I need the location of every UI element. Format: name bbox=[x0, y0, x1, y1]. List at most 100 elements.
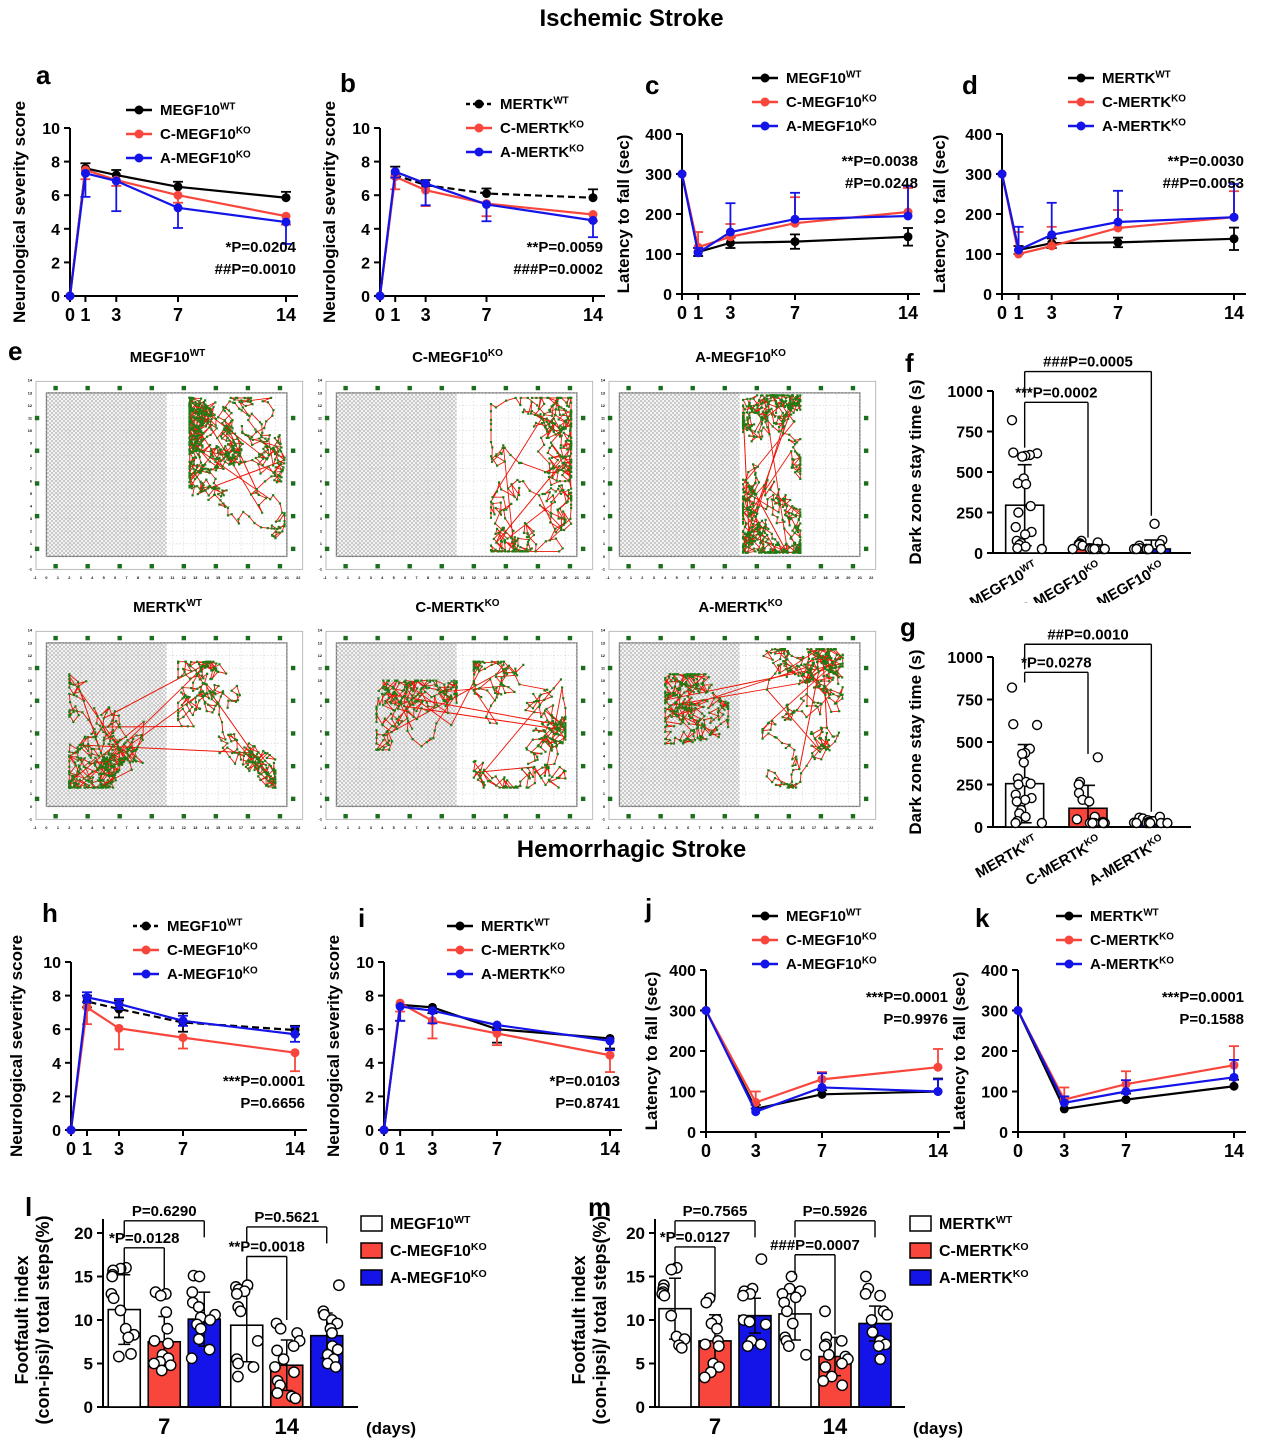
svg-text:18: 18 bbox=[823, 826, 827, 830]
track-frame bbox=[35, 630, 304, 820]
svg-text:***P=0.0001: ***P=0.0001 bbox=[223, 1073, 305, 1090]
svg-text:Neurological severity score: Neurological severity score bbox=[10, 101, 29, 323]
chart-f-canvas: 0 250 500 750 1000 Dark zone stay time (s) ***… bbox=[906, 354, 1191, 619]
svg-text:0: 0 bbox=[365, 1123, 374, 1140]
panel-letter-k: k bbox=[975, 903, 990, 933]
svg-text:0: 0 bbox=[663, 287, 672, 304]
svg-text:400: 400 bbox=[645, 127, 672, 144]
svg-text:10: 10 bbox=[159, 576, 163, 580]
svg-text:4: 4 bbox=[365, 1056, 374, 1073]
track-tick-labels: -1 0 1 2 3 4 5 6 7 8 9 10 11 12 13 14 15 16 17 18 19 20 21 22-1… bbox=[318, 629, 591, 830]
svg-text:A-MEGF10KO: A-MEGF10KO bbox=[160, 149, 251, 167]
svg-text:20: 20 bbox=[846, 826, 850, 830]
svg-text:0: 0 bbox=[997, 303, 1007, 323]
svg-text:250: 250 bbox=[956, 506, 983, 523]
svg-text:0: 0 bbox=[701, 1141, 711, 1161]
svg-text:MEGF10WT: MEGF10WT bbox=[167, 917, 242, 935]
svg-text:6: 6 bbox=[320, 729, 322, 733]
svg-text:3: 3 bbox=[1047, 303, 1057, 323]
svg-text:1: 1 bbox=[57, 576, 59, 580]
svg-text:14: 14 bbox=[285, 1139, 305, 1159]
svg-text:12: 12 bbox=[755, 826, 759, 830]
track-cell-5: C-MERTKKO -1 0 1 2 3 4 5 6 7 8 9 10 11 12 13 14 15 16 17 18… bbox=[315, 598, 600, 836]
panel-letter-b: b bbox=[340, 68, 356, 98]
annotations: *P=0.0103 P=0.8741 bbox=[550, 1073, 620, 1112]
svg-text:21: 21 bbox=[858, 576, 862, 580]
group-labels: 7 14 (days) bbox=[158, 1414, 416, 1439]
track-cell-1: MEGF10WT -1 0 1 2 3 4 5 6 7 8 9 10 11 12 13 14 15 16 17 18 1… bbox=[25, 348, 310, 586]
svg-text:16: 16 bbox=[800, 826, 804, 830]
svg-text:15: 15 bbox=[789, 826, 793, 830]
svg-text:0: 0 bbox=[603, 805, 605, 809]
svg-text:9: 9 bbox=[320, 692, 322, 696]
svg-text:0: 0 bbox=[320, 555, 322, 559]
svg-text:###P=0.0002: ###P=0.0002 bbox=[513, 261, 603, 278]
svg-text:10: 10 bbox=[159, 826, 163, 830]
svg-text:18: 18 bbox=[250, 826, 254, 830]
svg-text:7: 7 bbox=[416, 576, 418, 580]
svg-text:10: 10 bbox=[318, 429, 322, 433]
svg-text:9: 9 bbox=[320, 442, 322, 446]
svg-text:21: 21 bbox=[858, 826, 862, 830]
svg-text:16: 16 bbox=[517, 576, 521, 580]
svg-text:Neurological severity score: Neurological severity score bbox=[324, 935, 343, 1157]
svg-text:13: 13 bbox=[193, 576, 197, 580]
svg-text:21: 21 bbox=[575, 826, 579, 830]
svg-text:7: 7 bbox=[492, 1139, 502, 1159]
svg-text:4: 4 bbox=[51, 222, 60, 239]
svg-text:13: 13 bbox=[193, 826, 197, 830]
svg-text:10: 10 bbox=[356, 955, 374, 972]
svg-text:14: 14 bbox=[318, 629, 323, 633]
track-markers bbox=[68, 660, 277, 789]
svg-text:0: 0 bbox=[52, 1123, 61, 1140]
track-plot-c-megf10ko: -1 0 1 2 3 4 5 6 7 8 9 10 11 12 13 14 15 16 17 18 19 20 21 22-1… bbox=[318, 379, 594, 580]
svg-text:19: 19 bbox=[835, 576, 839, 580]
scatter-points bbox=[1006, 414, 1168, 555]
bars bbox=[107, 1274, 344, 1408]
svg-text:21: 21 bbox=[575, 576, 579, 580]
svg-text:14: 14 bbox=[1224, 303, 1244, 323]
panel-letter-j: j bbox=[645, 893, 653, 923]
svg-text:1: 1 bbox=[1014, 303, 1024, 323]
svg-text:250: 250 bbox=[956, 778, 983, 795]
svg-text:4: 4 bbox=[603, 754, 606, 758]
svg-text:14: 14 bbox=[600, 1139, 620, 1159]
svg-text:-1: -1 bbox=[323, 826, 326, 830]
svg-text:2: 2 bbox=[361, 255, 370, 272]
svg-text:4: 4 bbox=[381, 826, 384, 830]
svg-text:2: 2 bbox=[30, 530, 32, 534]
svg-text:-1: -1 bbox=[602, 817, 605, 821]
svg-text:20: 20 bbox=[273, 576, 277, 580]
svg-text:A-MEGF10KO: A-MEGF10KO bbox=[786, 955, 877, 973]
svg-text:19: 19 bbox=[262, 576, 266, 580]
svg-text:3: 3 bbox=[370, 576, 372, 580]
svg-text:C-MERTKKO: C-MERTKKO bbox=[1102, 93, 1186, 111]
svg-text:14: 14 bbox=[601, 379, 606, 383]
svg-text:C-MERTKKO: C-MERTKKO bbox=[1090, 931, 1174, 949]
svg-text:11: 11 bbox=[743, 576, 747, 580]
series-A-MERTK^KO bbox=[375, 167, 598, 301]
bars bbox=[658, 1277, 892, 1408]
svg-text:0: 0 bbox=[30, 805, 32, 809]
svg-text:0: 0 bbox=[45, 826, 47, 830]
track-tick-labels: -1 0 1 2 3 4 5 6 7 8 9 10 11 12 13 14 15 16 17 18 19 20 21 22-1… bbox=[318, 379, 591, 580]
svg-text:8: 8 bbox=[361, 155, 370, 172]
svg-text:9: 9 bbox=[603, 442, 605, 446]
svg-text:13: 13 bbox=[318, 641, 322, 645]
svg-text:20: 20 bbox=[846, 576, 850, 580]
svg-text:6: 6 bbox=[404, 826, 406, 830]
svg-text:0: 0 bbox=[983, 287, 992, 304]
panel-j: MEGF10WT C-MEGF10KO A-MEGF10KO 0 100 200 300 40… bbox=[640, 878, 970, 1188]
svg-text:0: 0 bbox=[687, 1125, 696, 1142]
svg-text:11: 11 bbox=[170, 576, 174, 580]
track-tick-labels: -1 0 1 2 3 4 5 6 7 8 9 10 11 12 13 14 15 16 17 18 19 20 21 22-1… bbox=[601, 629, 874, 830]
svg-text:300: 300 bbox=[965, 167, 992, 184]
svg-text:-1: -1 bbox=[33, 576, 36, 580]
track-title-a-megf10ko: A-MEGF10KO bbox=[695, 348, 786, 366]
svg-text:1: 1 bbox=[320, 792, 322, 796]
